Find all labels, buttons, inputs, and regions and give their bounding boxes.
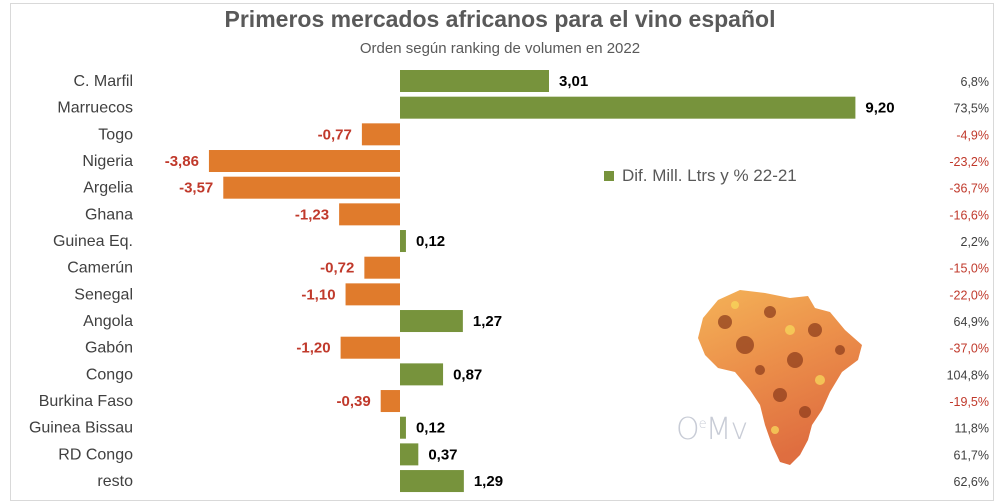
pct-change-label: 104,8% bbox=[947, 368, 989, 382]
bar bbox=[400, 363, 444, 386]
data-label: -1,10 bbox=[301, 286, 335, 303]
bar bbox=[400, 70, 549, 92]
category-label: Argelia bbox=[83, 180, 133, 197]
data-label: 1,29 bbox=[474, 473, 503, 490]
bar bbox=[208, 150, 400, 173]
category-label: Guinea Bissau bbox=[29, 420, 133, 437]
bar bbox=[364, 256, 400, 279]
category-label: Congo bbox=[86, 366, 133, 383]
legend-swatch bbox=[604, 171, 614, 181]
bar bbox=[340, 336, 400, 359]
pct-change-label: -23,2% bbox=[949, 155, 989, 169]
pct-change-label: 11,8% bbox=[954, 422, 989, 436]
category-label: resto bbox=[97, 473, 133, 490]
category-label: Camerún bbox=[67, 260, 133, 277]
pct-change-label: 6,8% bbox=[961, 75, 990, 89]
data-label: 3,01 bbox=[559, 73, 588, 90]
category-label: Gabón bbox=[85, 340, 133, 357]
pct-change-label: 2,2% bbox=[961, 235, 990, 249]
data-label: 1,27 bbox=[473, 313, 502, 330]
pct-change-label: 64,9% bbox=[954, 315, 989, 329]
pct-change-label: -16,6% bbox=[949, 208, 989, 222]
category-label: RD Congo bbox=[58, 446, 133, 463]
bar bbox=[400, 230, 406, 253]
category-label: Togo bbox=[98, 126, 133, 143]
pct-change-label: -36,7% bbox=[949, 182, 989, 196]
data-label: 0,87 bbox=[453, 366, 482, 383]
pct-change-label: -15,0% bbox=[949, 262, 989, 276]
category-label: Angola bbox=[83, 313, 133, 330]
oemv-watermark-logo: OeMv bbox=[676, 412, 748, 447]
africa-icons bbox=[718, 306, 845, 418]
category-label: Senegal bbox=[74, 286, 133, 303]
legend-label: Dif. Mill. Ltrs y % 22-21 bbox=[622, 166, 797, 185]
data-label: -1,23 bbox=[295, 206, 329, 223]
data-label: -0,72 bbox=[320, 260, 354, 277]
bar bbox=[339, 203, 400, 226]
data-label: -1,20 bbox=[296, 340, 330, 357]
data-label: -3,86 bbox=[165, 153, 199, 170]
bar bbox=[400, 443, 419, 466]
legend: Dif. Mill. Ltrs y % 22-21 bbox=[604, 166, 797, 186]
africa-shape bbox=[698, 290, 862, 465]
bar bbox=[380, 390, 400, 413]
bar bbox=[345, 283, 400, 306]
category-label: C. Marfil bbox=[73, 73, 133, 90]
bar bbox=[361, 123, 400, 146]
category-label: Burkina Faso bbox=[39, 393, 133, 410]
pct-change-label: -37,0% bbox=[949, 342, 989, 356]
bar bbox=[400, 416, 406, 439]
data-label: 0,12 bbox=[416, 420, 445, 437]
category-label: Ghana bbox=[85, 206, 133, 223]
data-label: 9,20 bbox=[865, 100, 894, 117]
bar bbox=[400, 310, 463, 333]
chart-title: Primeros mercados africanos para el vino… bbox=[224, 6, 776, 32]
pct-change-label: -4,9% bbox=[956, 128, 989, 142]
data-label: 0,37 bbox=[428, 446, 457, 463]
pct-change-label: 73,5% bbox=[954, 102, 989, 116]
data-label: -3,57 bbox=[179, 180, 213, 197]
bar bbox=[400, 470, 464, 493]
data-label: 0,12 bbox=[416, 233, 445, 250]
chart-frame bbox=[10, 3, 994, 501]
pct-change-label: 62,6% bbox=[954, 475, 989, 489]
bar bbox=[223, 176, 400, 199]
pct-change-label: -22,0% bbox=[949, 288, 989, 302]
category-label: Nigeria bbox=[82, 153, 133, 170]
data-label: -0,77 bbox=[318, 126, 352, 143]
pct-change-label: 61,7% bbox=[954, 448, 989, 462]
bar bbox=[400, 96, 856, 119]
pct-change-label: -19,5% bbox=[949, 395, 989, 409]
category-label: Guinea Eq. bbox=[53, 233, 133, 250]
chart-subtitle: Orden según ranking de volumen en 2022 bbox=[359, 40, 641, 57]
category-label: Marruecos bbox=[57, 100, 133, 117]
data-label: -0,39 bbox=[336, 393, 370, 410]
